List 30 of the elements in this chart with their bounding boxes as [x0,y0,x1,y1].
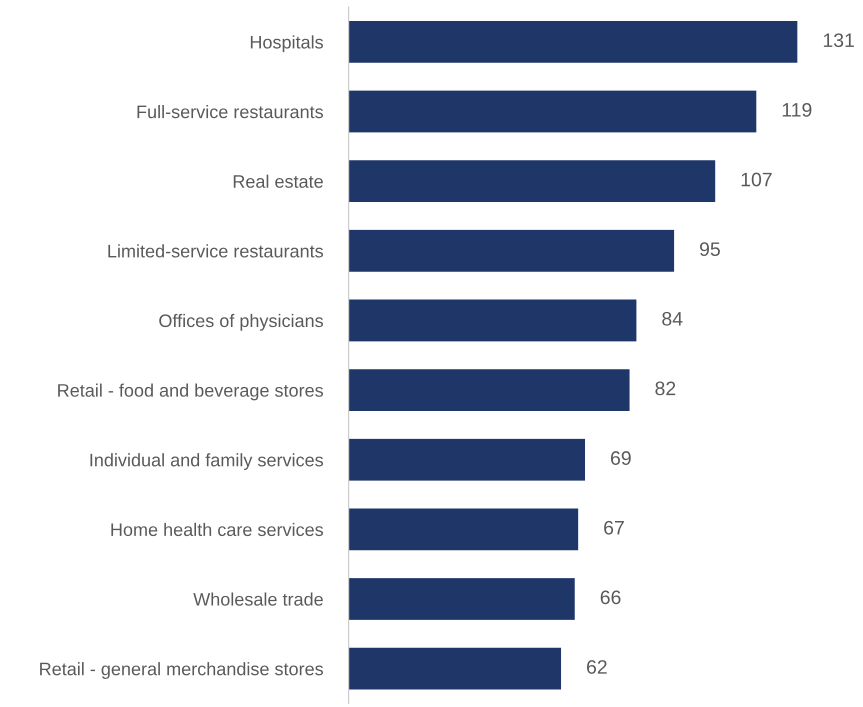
y-tick-label: Limited-service restaurants [108,244,324,258]
bar [348,300,636,342]
data-label: 84 [662,312,682,326]
data-label: 107 [742,172,772,186]
data-label: 131 [824,33,854,48]
bar [348,21,798,63]
y-tick-label: Offices of physicians [159,314,324,331]
y-tick-label: Retail - food and beverage stores [58,384,324,400]
y-tick-label: Home health care services [111,522,324,536]
bar [348,230,674,272]
data-label: 69 [611,451,631,465]
y-tick-label: Real estate [234,174,323,188]
bar [348,648,562,690]
data-label: 62 [587,660,607,674]
data-label: 119 [782,102,812,117]
data-label: 82 [655,382,676,396]
bar [348,578,575,620]
y-tick-label: Individual and family services [90,453,324,470]
bar [348,369,630,411]
y-tick-label: Retail - general merchandise stores [40,662,324,679]
data-label: 66 [600,590,621,604]
bar [348,508,578,550]
data-label: 95 [700,242,720,256]
bar [348,438,586,481]
data-label: 67 [604,520,624,535]
bar [348,160,716,202]
bar [348,90,756,132]
y-tick-label: Full-service restaurants [138,104,324,118]
y-tick-label: Hospitals [250,35,324,52]
y-tick-label: Wholesale trade [193,592,323,606]
